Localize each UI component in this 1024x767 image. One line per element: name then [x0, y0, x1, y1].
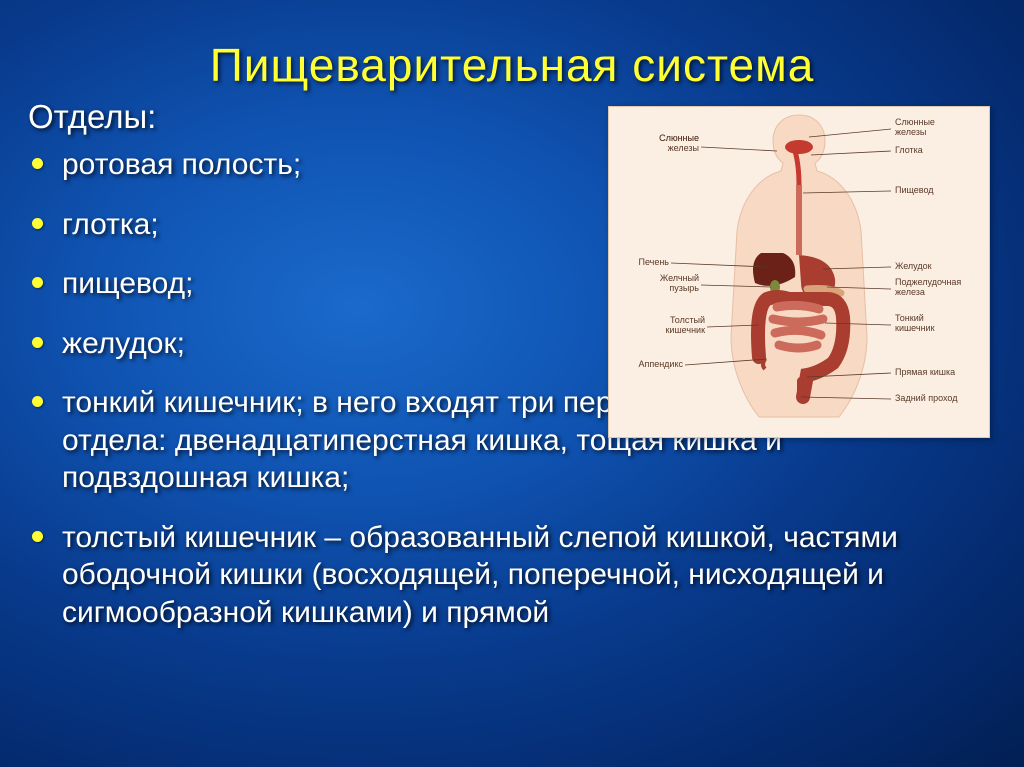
- slide-title: Пищеварительная система: [0, 0, 1024, 92]
- bullet-icon: [32, 396, 43, 407]
- labels-right: Слюнныежелезы Глотка Пищевод Желудок Под…: [895, 117, 961, 403]
- label-appendix: Аппендикс: [638, 359, 683, 369]
- label-gallbladder: Желчныйпузырь: [660, 273, 699, 293]
- label-esophagus: Пищевод: [895, 185, 934, 195]
- list-item-text: глотка;: [62, 208, 159, 241]
- list-item: толстый кишечник – образованный слепой к…: [28, 519, 968, 632]
- label-anus: Задний проход: [895, 393, 958, 403]
- bullet-icon: [32, 531, 43, 542]
- bullet-icon: [32, 277, 43, 288]
- label-stomach: Желудок: [895, 261, 932, 271]
- label-pancreas: Поджелудочнаяжелеза: [895, 277, 961, 297]
- slide: Пищеварительная система Отделы: ротовая …: [0, 0, 1024, 767]
- list-item-text: пищевод;: [62, 267, 194, 300]
- label-rectum: Прямая кишка: [895, 367, 955, 377]
- bullet-icon: [32, 218, 43, 229]
- anatomy-diagram: Слюнные Слюнныежелезы Печень Желчныйпузы…: [608, 106, 990, 438]
- rectum-icon: [797, 377, 807, 399]
- label-liver: Печень: [638, 257, 669, 267]
- appendix-icon: [763, 359, 765, 369]
- list-item-text: ротовая полость;: [62, 148, 301, 181]
- anatomy-svg: Слюнные Слюнныежелезы Печень Желчныйпузы…: [609, 107, 989, 437]
- labels-left: Слюнные Слюнныежелезы Печень Желчныйпузы…: [638, 133, 705, 369]
- label-pharynx: Глотка: [895, 145, 923, 155]
- list-item-text: желудок;: [62, 327, 185, 360]
- list-item-text: толстый кишечник – образованный слепой к…: [62, 521, 898, 629]
- bullet-icon: [32, 337, 43, 348]
- mouth-icon: [785, 140, 813, 154]
- list-item: глотка;: [28, 206, 522, 244]
- label-salivary-left: Слюнныежелезы: [659, 133, 699, 153]
- label-large-intestine: Толстыйкишечник: [665, 315, 705, 335]
- label-small-intestine: Тонкийкишечник: [895, 313, 935, 333]
- label-salivary-right: Слюнныежелезы: [895, 117, 935, 137]
- bullet-icon: [32, 158, 43, 169]
- list-item: желудок;: [28, 325, 522, 363]
- list-item: ротовая полость;: [28, 146, 522, 184]
- list-item: пищевод;: [28, 265, 522, 303]
